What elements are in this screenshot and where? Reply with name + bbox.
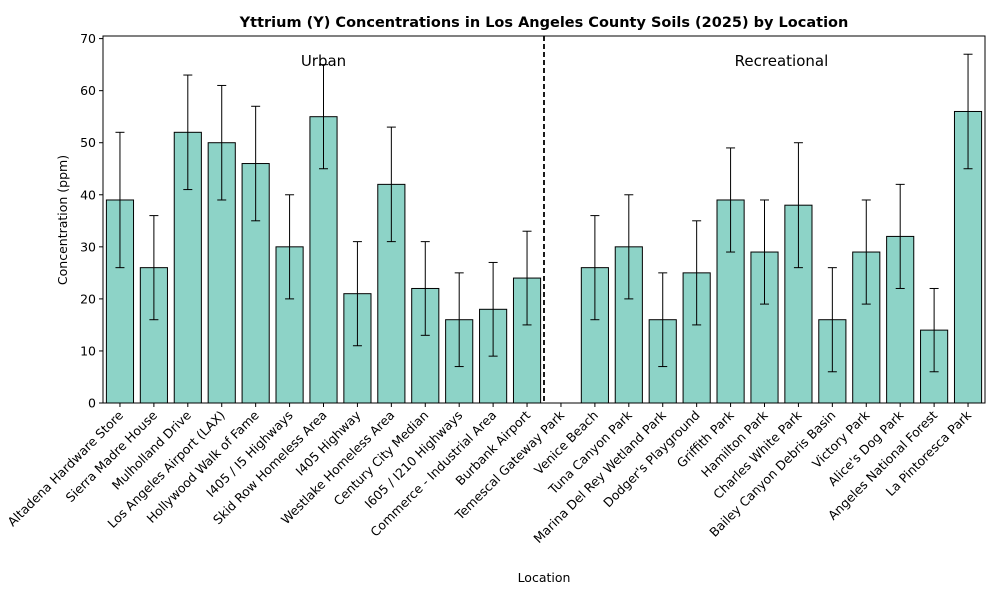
error-bar	[319, 64, 328, 170]
x-axis-title: Location	[518, 570, 571, 585]
y-tick-label: 30	[80, 239, 96, 254]
error-bar	[658, 272, 668, 368]
error-bar	[386, 126, 396, 243]
error-bar	[760, 199, 769, 305]
bar	[682, 272, 711, 404]
error-bar	[590, 215, 600, 321]
y-tick-label: 0	[88, 396, 96, 411]
error-bar	[692, 220, 702, 326]
group-label: Recreational	[735, 52, 829, 70]
error-bar	[522, 230, 532, 326]
error-bar	[488, 261, 498, 357]
error-bar	[895, 183, 905, 289]
y-tick-label: 50	[80, 135, 96, 150]
error-bar	[929, 287, 939, 373]
error-bar	[454, 272, 464, 368]
y-tick-label: 60	[80, 83, 96, 98]
error-bar	[420, 241, 430, 336]
error-bar	[183, 74, 193, 191]
error-bar	[217, 84, 227, 201]
error-bar	[793, 142, 803, 269]
y-tick-label: 40	[80, 187, 96, 202]
chart-title: Yttrium (Y) Concentrations in Los Angele…	[239, 15, 849, 31]
error-bar	[963, 53, 973, 170]
error-bar	[726, 147, 736, 253]
y-axis-title: Concentration (ppm)	[55, 155, 70, 285]
error-bar	[251, 105, 261, 222]
y-tick-label: 10	[80, 343, 96, 358]
y-tick-label: 70	[80, 31, 96, 46]
group-label: Urban	[301, 52, 346, 70]
error-bar	[115, 131, 125, 269]
bar	[207, 142, 236, 404]
y-tick-label: 20	[80, 291, 96, 306]
error-bar	[827, 267, 837, 373]
plot-frame	[102, 35, 986, 404]
error-bar	[624, 194, 634, 300]
error-bar	[149, 215, 159, 321]
error-bar	[861, 199, 871, 305]
error-bar	[285, 194, 295, 300]
error-bar	[352, 241, 362, 347]
